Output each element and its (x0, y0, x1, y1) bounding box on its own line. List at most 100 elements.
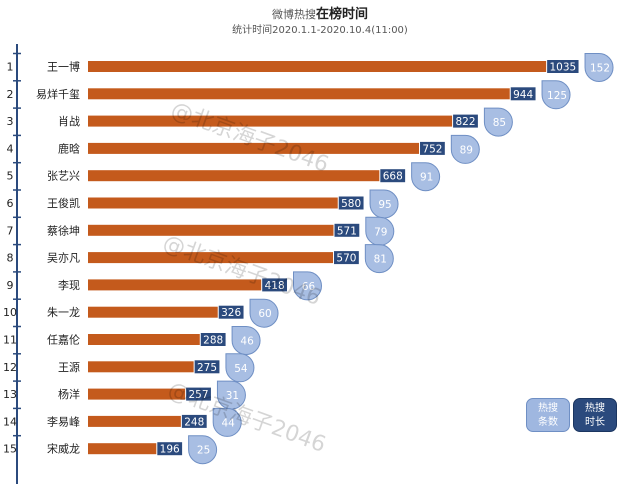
count-label: 91 (420, 172, 433, 184)
category-label: 蔡徐坤 (47, 223, 80, 237)
legend-count: 热搜 条数 (526, 398, 570, 432)
count-bubble (216, 380, 246, 410)
category-label: 李易峰 (47, 414, 80, 428)
value-box (419, 140, 446, 156)
count-label: 89 (460, 144, 473, 156)
value-label: 822 (455, 116, 475, 128)
rank-label: 11 (3, 334, 17, 347)
value-box (337, 195, 365, 211)
rank-label: 12 (3, 361, 17, 374)
value-label: 257 (189, 389, 209, 401)
count-bubble (365, 216, 395, 246)
category-label: 李现 (58, 278, 80, 292)
value-box (333, 250, 360, 266)
bar (88, 306, 243, 318)
count-bubble (364, 244, 394, 274)
bar (88, 88, 535, 100)
category-label: 王俊凯 (47, 196, 80, 210)
count-bubble (541, 80, 571, 110)
count-label: 25 (197, 445, 210, 457)
chart-subtitle: 统计时间2020.1.1-2020.10.4(11:00) (232, 25, 408, 36)
count-bubble (249, 298, 279, 328)
category-label: 鹿晗 (58, 141, 80, 155)
bar (88, 197, 363, 209)
value-box (217, 304, 245, 320)
chart-title: 微博热搜在榜时间 (271, 7, 368, 22)
rank-label: 7 (7, 224, 14, 237)
value-label: 580 (341, 198, 361, 210)
bar (88, 279, 286, 291)
value-label: 248 (184, 416, 204, 428)
category-label: 杨洋 (58, 387, 80, 401)
value-label: 752 (422, 143, 442, 155)
rank-label: 4 (7, 142, 14, 155)
bar (88, 388, 210, 400)
category-label: 张艺兴 (47, 170, 80, 183)
count-bubble (369, 189, 399, 219)
rank-label: 14 (3, 415, 17, 428)
count-bubble (483, 107, 513, 137)
count-bubble (450, 134, 480, 164)
bar (88, 224, 358, 236)
legend-hours: 热搜 时长 (573, 398, 617, 432)
count-label: 31 (226, 390, 239, 402)
value-label: 570 (336, 253, 356, 265)
bar (88, 415, 206, 427)
rank-label: 5 (7, 170, 14, 183)
bar (88, 142, 444, 154)
count-bubble (212, 407, 242, 437)
category-label: 王源 (58, 360, 80, 374)
category-label: 朱一龙 (47, 306, 80, 319)
value-box (333, 222, 361, 238)
bar (88, 170, 404, 182)
count-bubble (188, 435, 218, 465)
value-box (261, 277, 289, 293)
value-label: 275 (197, 362, 217, 374)
count-label: 60 (258, 308, 271, 320)
value-label: 418 (265, 280, 285, 292)
rank-label: 3 (7, 115, 14, 128)
count-bubble (231, 326, 261, 355)
category-label: 易烊千玺 (36, 87, 80, 101)
rank-label: 9 (7, 279, 14, 292)
count-bubble (225, 353, 255, 383)
value-box (199, 332, 227, 347)
rank-label: 13 (3, 388, 17, 401)
value-box (185, 386, 212, 402)
count-label: 79 (374, 226, 387, 238)
value-box (180, 413, 208, 429)
bar (88, 252, 358, 264)
category-label: 吴亦凡 (47, 251, 80, 265)
value-label: 288 (203, 335, 223, 347)
rank-label: 15 (3, 443, 17, 456)
rank-label: 10 (3, 306, 17, 319)
count-label: 95 (378, 199, 391, 211)
value-box (156, 441, 184, 457)
bar (88, 334, 225, 345)
bar (88, 361, 218, 373)
value-box (546, 59, 580, 74)
count-label: 152 (590, 63, 610, 75)
count-label: 66 (302, 281, 316, 293)
bar (88, 443, 181, 455)
value-label: 571 (337, 225, 357, 237)
rank-label: 2 (7, 88, 14, 101)
value-label: 326 (221, 307, 241, 319)
value-label: 196 (160, 444, 180, 456)
count-bubble (411, 162, 441, 192)
value-box (379, 168, 407, 184)
count-label: 54 (234, 363, 248, 375)
category-label: 任嘉伦 (47, 333, 80, 347)
bar (88, 115, 477, 127)
count-bubble (293, 271, 322, 301)
value-label: 1035 (549, 62, 576, 74)
rank-label: 1 (7, 61, 14, 74)
value-label: 668 (383, 171, 403, 183)
value-box (509, 86, 537, 102)
count-label: 125 (547, 90, 567, 102)
bar (88, 61, 578, 72)
category-label: 王一博 (47, 61, 80, 74)
rank-label: 8 (7, 252, 14, 265)
count-label: 85 (493, 117, 506, 129)
